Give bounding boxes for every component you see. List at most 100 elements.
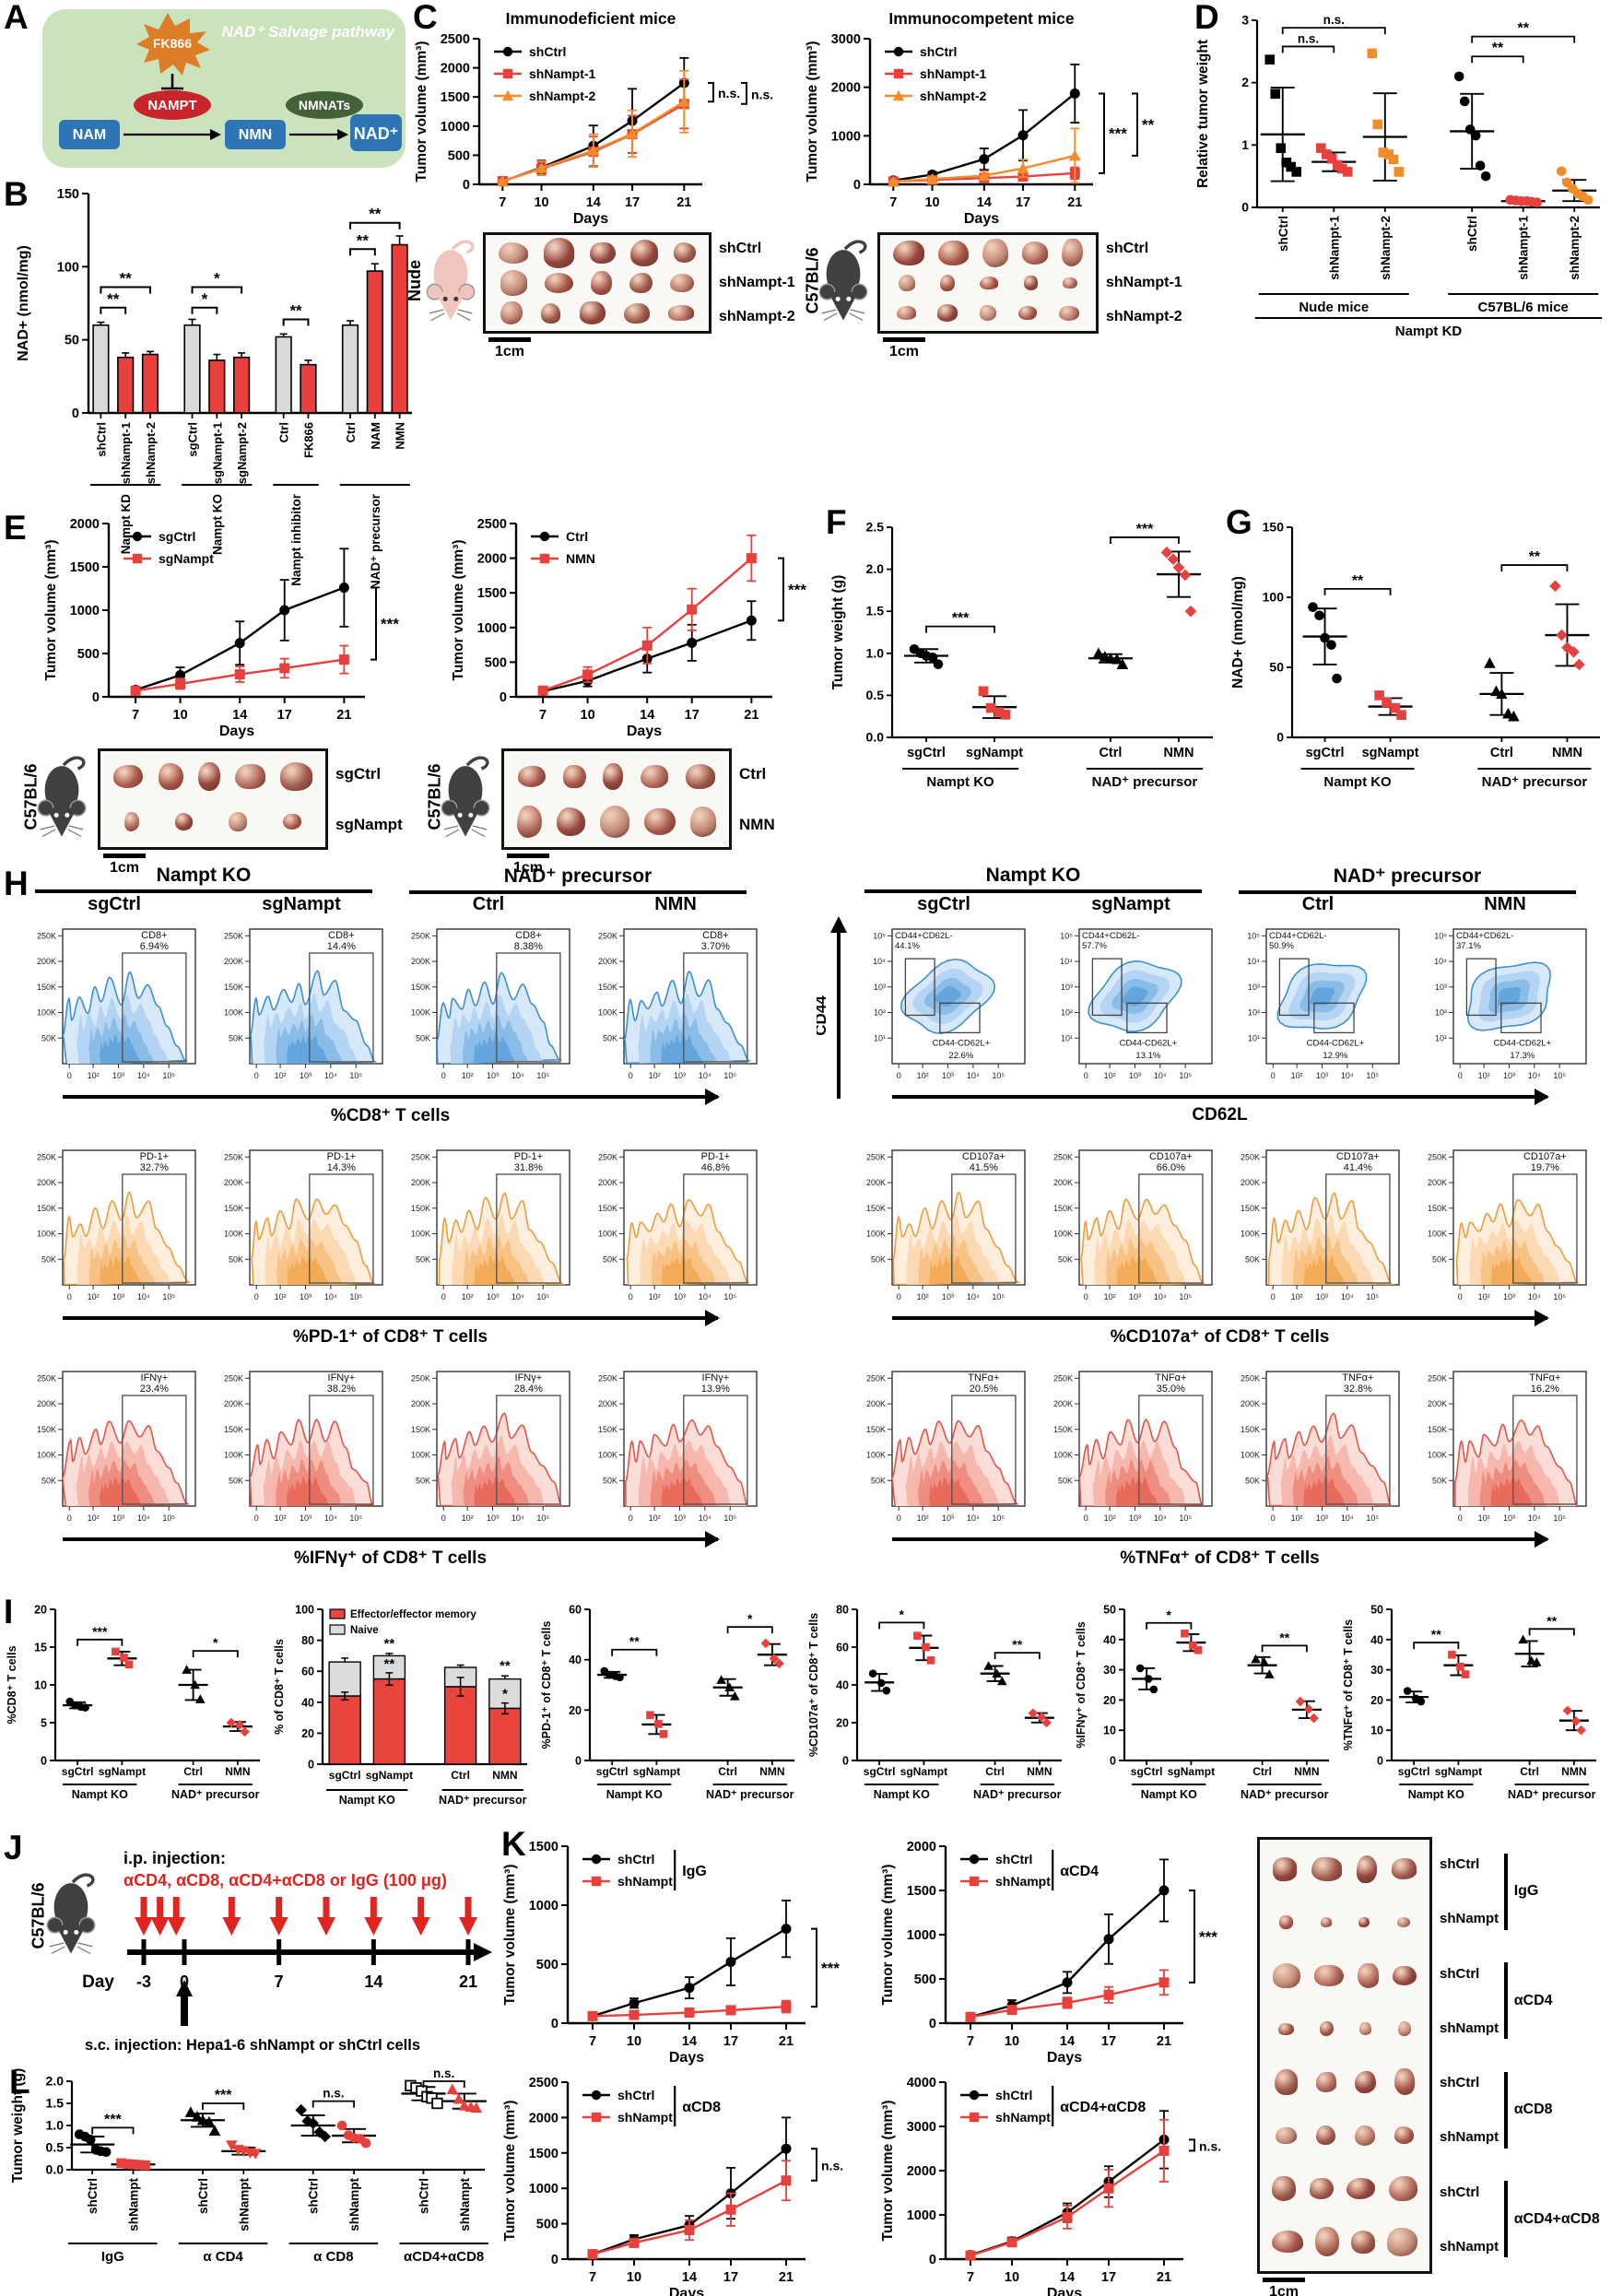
svg-text:57.7%: 57.7% — [1082, 941, 1107, 951]
svg-text:Days: Days — [669, 2050, 704, 2066]
flow-axis-label: %IFNγ⁺ of CD8⁺ T cells — [293, 1548, 488, 1568]
svg-text:50K: 50K — [1058, 1476, 1073, 1485]
flow-plot: 250K 200K 150K 100K 50K 0 10² 10³ 10⁴ 10⁵ IFNγ+28.… — [411, 1371, 570, 1523]
svg-text:Nampt KO: Nampt KO — [874, 1788, 930, 1801]
svg-text:10⁴: 10⁴ — [137, 1513, 150, 1523]
svg-text:Nampt KO: Nampt KO — [339, 1794, 395, 1807]
svg-text:200K: 200K — [411, 1178, 430, 1187]
svg-text:40: 40 — [1103, 1633, 1116, 1646]
svg-text:200K: 200K — [224, 1178, 243, 1187]
svg-text:2000: 2000 — [907, 2164, 936, 2179]
pathway-background — [42, 9, 406, 168]
tumor-photo — [1389, 2175, 1417, 2202]
svg-text:NMN: NMN — [759, 1765, 784, 1778]
flow-plot: 250K 200K 150K 100K 50K 0 10² 10³ 10⁴ 10⁵ CD8+8.38… — [411, 928, 570, 1080]
chart-k2-acd4: 0 500 1000 1500 2000 7 10 14 17 21 Days Tumor volum… — [880, 1840, 1217, 2066]
sc-injection-arrow — [176, 1980, 193, 2026]
svg-text:10: 10 — [924, 195, 939, 210]
svg-text:NMN: NMN — [1163, 746, 1194, 760]
svg-text:10³: 10³ — [874, 983, 886, 992]
svg-text:NAD⁺ precursor: NAD⁺ precursor — [973, 1788, 1062, 1801]
flow-axis-label: CD62L — [1192, 1105, 1248, 1124]
flow-axis-label: %CD107a⁺ of CD8⁺ T cells — [1110, 1327, 1330, 1347]
svg-text:sgNampt-2: sgNampt-2 — [235, 422, 249, 484]
tumor-row-label: shNampt — [1440, 1911, 1499, 1927]
svg-text:CD44+CD62L-: CD44+CD62L- — [1082, 931, 1140, 941]
svg-text:shNampt: shNampt — [995, 2110, 1051, 2125]
svg-text:10: 10 — [34, 1679, 47, 1692]
svg-text:sgNampt-1: sgNampt-1 — [210, 422, 224, 484]
svg-text:19.7%: 19.7% — [1531, 1162, 1559, 1173]
c57-mouse-icon — [437, 754, 494, 845]
svg-text:0: 0 — [1084, 1513, 1088, 1523]
svg-text:CD107a+: CD107a+ — [962, 1151, 1005, 1162]
svg-text:sgNampt: sgNampt — [1168, 1765, 1215, 1778]
svg-text:10⁴: 10⁴ — [699, 1071, 711, 1080]
tumor-photo — [1023, 275, 1039, 291]
svg-text:7: 7 — [889, 195, 897, 210]
svg-text:0: 0 — [1276, 730, 1284, 745]
fk866-burst-icon — [136, 13, 210, 76]
tumor-row-label: sgCtrl — [335, 764, 382, 783]
svg-text:17.3%: 17.3% — [1510, 1051, 1535, 1061]
tumor-photo — [1275, 2126, 1298, 2144]
svg-text:250K: 250K — [411, 931, 430, 940]
tumor-photo — [1393, 1965, 1417, 1986]
svg-text:shCtrl: shCtrl — [1465, 216, 1479, 252]
svg-text:0: 0 — [842, 1755, 849, 1768]
svg-text:50K: 50K — [1245, 1476, 1260, 1485]
svg-text:shNampt: shNampt — [347, 2178, 361, 2231]
nmnats-enzyme-node — [286, 91, 363, 119]
svg-text:Nampt KD: Nampt KD — [1395, 324, 1463, 339]
svg-text:10²: 10² — [275, 1292, 287, 1301]
panel-label-e: E — [4, 509, 27, 547]
chart-g-nad-level: 0 50 100 150 NAD+ (nmol/mg) sgCtrl sgNampt Ctrl… — [1230, 520, 1600, 790]
svg-text:shNampt: shNampt — [237, 2178, 251, 2231]
svg-text:Tumor volume (mm³): Tumor volume (mm³) — [805, 41, 820, 183]
tumor-photo — [198, 761, 220, 791]
svg-text:50: 50 — [65, 334, 79, 348]
svg-text:46.8%: 46.8% — [701, 1162, 730, 1173]
svg-text:10⁴: 10⁴ — [1528, 1513, 1541, 1523]
svg-text:10²: 10² — [1248, 1008, 1260, 1018]
tumor-photo — [234, 763, 266, 790]
svg-text:21: 21 — [779, 2034, 794, 2049]
svg-text:250K: 250K — [1428, 1373, 1447, 1383]
svg-text:CD8+: CD8+ — [702, 930, 728, 941]
scale-bar-1cm: 1cm — [1263, 2278, 1305, 2296]
flow-axis-arrow: %PD-1⁺ of CD8⁺ T cells — [63, 1310, 720, 1348]
svg-text:21: 21 — [336, 708, 351, 723]
svg-text:0: 0 — [1084, 1292, 1088, 1301]
svg-text:10²: 10² — [462, 1071, 474, 1080]
svg-text:**: ** — [1492, 41, 1504, 56]
flow-plot: 250K 200K 150K 100K 50K 0 10² 10³ 10⁴ 10⁵ TNFα+16.… — [1428, 1371, 1587, 1523]
svg-text:10³: 10³ — [112, 1292, 124, 1301]
svg-text:1.0: 1.0 — [866, 645, 885, 660]
flow-plot: 250K 200K 150K 100K 50K 0 10² 10³ 10⁴ 10⁵ PD-1+14.… — [224, 1149, 383, 1301]
panel-h-flow-cytometry: Nampt KO sgCtrl sgNampt NAD⁺ precursor Ctrl N… — [0, 865, 1611, 1595]
svg-text:αCD4+αCD8: αCD4+αCD8 — [1060, 2100, 1146, 2115]
flow-axis-label: %PD-1⁺ of CD8⁺ T cells — [292, 1327, 488, 1347]
svg-text:CD44+CD62L-: CD44+CD62L- — [1456, 931, 1514, 941]
svg-text:13.9%: 13.9% — [701, 1383, 730, 1395]
svg-text:0: 0 — [500, 690, 507, 705]
svg-text:%CD8⁺ T cells: %CD8⁺ T cells — [6, 1645, 18, 1724]
svg-text:10³: 10³ — [112, 1513, 124, 1523]
scale-bar-1cm: 1cm — [883, 337, 925, 360]
svg-text:10⁴: 10⁴ — [699, 1292, 711, 1301]
tumor-photo — [1272, 2175, 1297, 2202]
svg-text:Days: Days — [964, 211, 999, 227]
svg-text:0: 0 — [629, 1513, 633, 1523]
svg-text:Ctrl: Ctrl — [566, 529, 588, 544]
svg-text:21: 21 — [1067, 195, 1082, 210]
svg-text:14: 14 — [586, 195, 601, 210]
svg-text:10³: 10³ — [1248, 983, 1260, 992]
tumor-photo — [1314, 2227, 1339, 2257]
tumor-group-label: IgG — [1513, 1883, 1539, 1900]
svg-text:10: 10 — [581, 708, 595, 723]
svg-text:10⁴: 10⁴ — [1341, 1513, 1354, 1523]
tumor-photo — [1271, 2231, 1303, 2254]
svg-text:α CD8: α CD8 — [313, 2249, 353, 2265]
svg-text:10³: 10³ — [300, 1513, 312, 1523]
